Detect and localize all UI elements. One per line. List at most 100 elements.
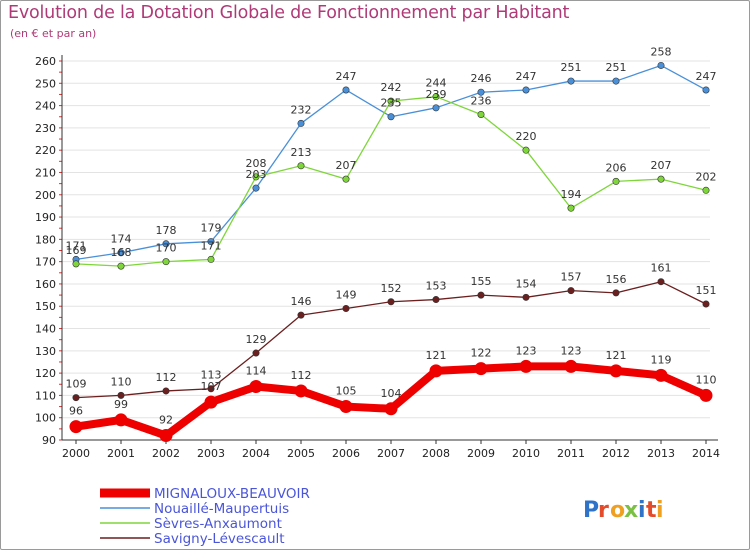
y-tick-label: 220 — [35, 144, 56, 157]
y-tick-label: 180 — [35, 233, 56, 246]
data-label: 161 — [651, 262, 672, 275]
data-point — [297, 162, 305, 170]
data-point — [477, 111, 485, 119]
x-tick-label: 2011 — [557, 447, 585, 460]
y-tick-label: 100 — [35, 412, 56, 425]
data-point — [609, 364, 623, 378]
logo-letter: o — [610, 498, 625, 523]
data-label: 220 — [516, 130, 537, 143]
data-label: 109 — [66, 378, 87, 391]
data-point — [702, 186, 710, 194]
data-point — [657, 278, 665, 286]
data-point — [477, 88, 485, 96]
y-tick-label: 130 — [35, 345, 56, 358]
x-tick-label: 2007 — [377, 447, 405, 460]
logo-letter: i — [638, 498, 646, 523]
data-label: 247 — [696, 70, 717, 83]
data-point — [612, 77, 620, 85]
data-label: 122 — [471, 347, 492, 360]
axes: 90 100 110 120 130 140 150 160 170 180 190 200 210 22… — [35, 55, 720, 460]
data-label: 157 — [561, 271, 582, 284]
data-point — [162, 387, 170, 395]
data-label: 112 — [291, 369, 312, 382]
data-label: 239 — [426, 88, 447, 101]
x-tick-label: 2003 — [197, 447, 225, 460]
x-tick-label: 2009 — [467, 447, 495, 460]
data-label: 236 — [471, 95, 492, 108]
data-label: 246 — [471, 72, 492, 85]
data-label: 207 — [651, 159, 672, 172]
gridlines — [62, 60, 710, 441]
data-label: 121 — [426, 349, 447, 362]
y-tick-label: 110 — [35, 389, 56, 402]
data-point — [612, 177, 620, 185]
data-label: 235 — [381, 97, 402, 110]
data-point — [294, 384, 308, 398]
data-point — [252, 349, 260, 357]
data-point — [384, 402, 398, 416]
data-label: 123 — [516, 344, 537, 357]
legend-label: Sèvres-Anxaumont — [154, 516, 282, 532]
x-tick-label: 2014 — [692, 447, 720, 460]
data-point — [519, 359, 533, 373]
series-1 — [69, 359, 713, 443]
x-tick-label: 2008 — [422, 447, 450, 460]
data-point — [522, 86, 530, 94]
data-point — [567, 287, 575, 295]
data-label: 179 — [201, 222, 222, 235]
data-label: 110 — [111, 375, 132, 388]
series-4 — [72, 278, 710, 402]
data-point — [117, 391, 125, 399]
data-point — [207, 255, 215, 263]
data-label: 207 — [336, 159, 357, 172]
data-point — [567, 77, 575, 85]
data-point — [432, 296, 440, 304]
data-point — [207, 238, 215, 246]
data-label: 104 — [381, 387, 402, 400]
y-tick-label: 120 — [35, 367, 56, 380]
data-point — [657, 175, 665, 183]
data-point — [432, 93, 440, 101]
data-label: 206 — [606, 161, 627, 174]
data-label: 129 — [246, 333, 267, 346]
data-point — [204, 395, 218, 409]
data-point — [612, 289, 620, 297]
data-label: 114 — [246, 364, 267, 377]
x-tick-label: 2004 — [242, 447, 270, 460]
data-point — [252, 184, 260, 192]
data-label: 242 — [381, 81, 402, 94]
data-label: 92 — [159, 414, 173, 427]
data-label: 149 — [336, 288, 357, 301]
data-label: 153 — [426, 280, 447, 293]
data-label: 168 — [111, 246, 132, 259]
data-point — [69, 420, 83, 434]
data-point — [567, 204, 575, 212]
data-point — [162, 240, 170, 248]
data-label: 110 — [696, 373, 717, 386]
data-label: 113 — [201, 369, 222, 382]
proxiti-logo: Pr ox i t i — [583, 498, 664, 523]
data-label: 96 — [69, 405, 83, 418]
series-2 — [72, 61, 710, 263]
data-point — [339, 400, 353, 414]
x-tick-label: 2005 — [287, 447, 315, 460]
x-tick-label: 2001 — [107, 447, 135, 460]
data-point — [342, 175, 350, 183]
data-label: 171 — [66, 239, 87, 252]
data-label: 213 — [291, 146, 312, 159]
y-tick-label: 170 — [35, 256, 56, 269]
data-point — [702, 86, 710, 94]
data-label: 174 — [111, 233, 132, 246]
data-point — [117, 249, 125, 257]
data-label: 156 — [606, 273, 627, 286]
data-point — [297, 119, 305, 127]
logo-letter: x — [624, 498, 638, 523]
data-label: 251 — [606, 61, 627, 74]
data-point — [162, 258, 170, 266]
data-point — [474, 362, 488, 376]
y-tick-label: 240 — [35, 100, 56, 113]
data-point — [564, 359, 578, 373]
y-tick-label: 150 — [35, 300, 56, 313]
